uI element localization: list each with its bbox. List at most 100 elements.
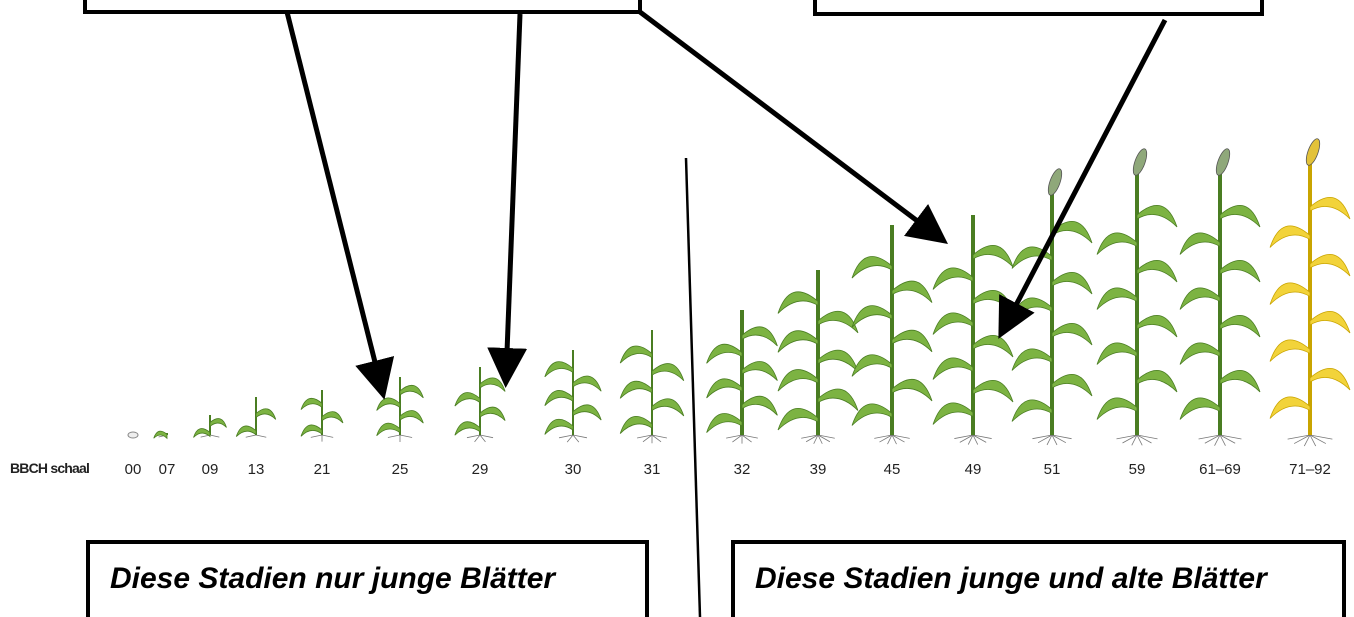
plant xyxy=(193,415,227,438)
root xyxy=(1309,434,1317,447)
ear xyxy=(1047,168,1063,196)
root xyxy=(801,434,819,439)
leaf xyxy=(619,380,653,399)
plant xyxy=(1011,168,1093,446)
leaf xyxy=(741,361,778,381)
leaf xyxy=(1051,374,1093,397)
root xyxy=(972,434,987,443)
stage-label: 31 xyxy=(644,461,661,478)
leaf xyxy=(399,410,424,424)
root xyxy=(642,434,653,443)
leaf xyxy=(741,326,778,347)
root xyxy=(1219,434,1236,444)
root xyxy=(1136,434,1158,440)
stage-label: 29 xyxy=(472,461,489,478)
root xyxy=(891,434,905,443)
leaf xyxy=(972,290,1014,313)
root xyxy=(1303,434,1311,447)
leaf xyxy=(1051,272,1093,295)
root xyxy=(245,434,257,438)
stage-label: 21 xyxy=(314,461,331,478)
leaf xyxy=(851,403,893,426)
root xyxy=(310,434,323,438)
root xyxy=(1309,434,1333,440)
leaf xyxy=(1309,197,1351,220)
leaf xyxy=(544,361,574,378)
plants xyxy=(127,138,1351,447)
root xyxy=(1198,434,1221,440)
leaf xyxy=(1136,370,1178,393)
root xyxy=(1051,434,1058,446)
root xyxy=(959,434,974,443)
leaf xyxy=(1136,205,1178,228)
plant xyxy=(1179,148,1261,446)
leaf xyxy=(619,416,653,434)
arrow xyxy=(998,18,1168,339)
leaf xyxy=(932,357,974,380)
root xyxy=(1116,434,1138,440)
root xyxy=(817,434,831,443)
leaf xyxy=(619,345,653,364)
root xyxy=(1204,434,1221,444)
leaf xyxy=(376,422,401,436)
root xyxy=(566,434,574,443)
plant xyxy=(153,430,168,440)
plant xyxy=(619,330,685,444)
leaf xyxy=(1136,260,1178,283)
leaf xyxy=(706,378,743,399)
stage-label: 61–69 xyxy=(1199,461,1241,478)
root xyxy=(1136,434,1152,444)
root xyxy=(387,434,401,438)
leaf xyxy=(741,395,778,416)
plant xyxy=(235,397,277,438)
stage-label: 09 xyxy=(202,461,219,478)
leaf xyxy=(376,397,401,411)
root xyxy=(726,434,743,439)
leaf xyxy=(651,398,685,417)
leaf xyxy=(1219,260,1261,283)
arrows xyxy=(284,10,1168,400)
leaf xyxy=(1309,368,1351,391)
leaf xyxy=(1309,254,1351,277)
leaf xyxy=(1269,282,1311,305)
leaf xyxy=(651,363,685,382)
leaf xyxy=(972,335,1014,358)
plant xyxy=(706,310,778,444)
leaf xyxy=(572,375,602,392)
leaf xyxy=(851,305,893,328)
leaf xyxy=(300,397,323,410)
plant xyxy=(851,225,933,445)
ear xyxy=(1215,148,1231,176)
leaf xyxy=(479,377,506,392)
root xyxy=(1293,434,1311,444)
leaf xyxy=(706,413,743,433)
ear xyxy=(1132,148,1148,176)
top-left-box xyxy=(83,0,642,14)
root xyxy=(637,434,653,439)
leaf xyxy=(544,418,574,435)
leaf xyxy=(777,369,819,392)
plant xyxy=(777,270,859,444)
leaf xyxy=(1219,370,1261,393)
root xyxy=(887,434,893,445)
root xyxy=(891,434,910,439)
root xyxy=(479,434,486,443)
leaf xyxy=(1269,396,1311,419)
root xyxy=(321,434,334,438)
seed xyxy=(127,431,139,439)
leaf xyxy=(972,380,1014,403)
leaf xyxy=(777,408,819,431)
root xyxy=(1032,434,1053,440)
stage-label: 51 xyxy=(1044,461,1061,478)
root xyxy=(1287,434,1311,440)
stage-label: 45 xyxy=(884,461,901,478)
leaf xyxy=(1179,342,1221,365)
root xyxy=(479,434,494,439)
bottom-left-box xyxy=(86,540,649,617)
root xyxy=(474,434,481,443)
leaf xyxy=(1269,339,1311,362)
root xyxy=(399,434,413,438)
leaf xyxy=(932,402,974,425)
leaf xyxy=(1136,315,1178,338)
